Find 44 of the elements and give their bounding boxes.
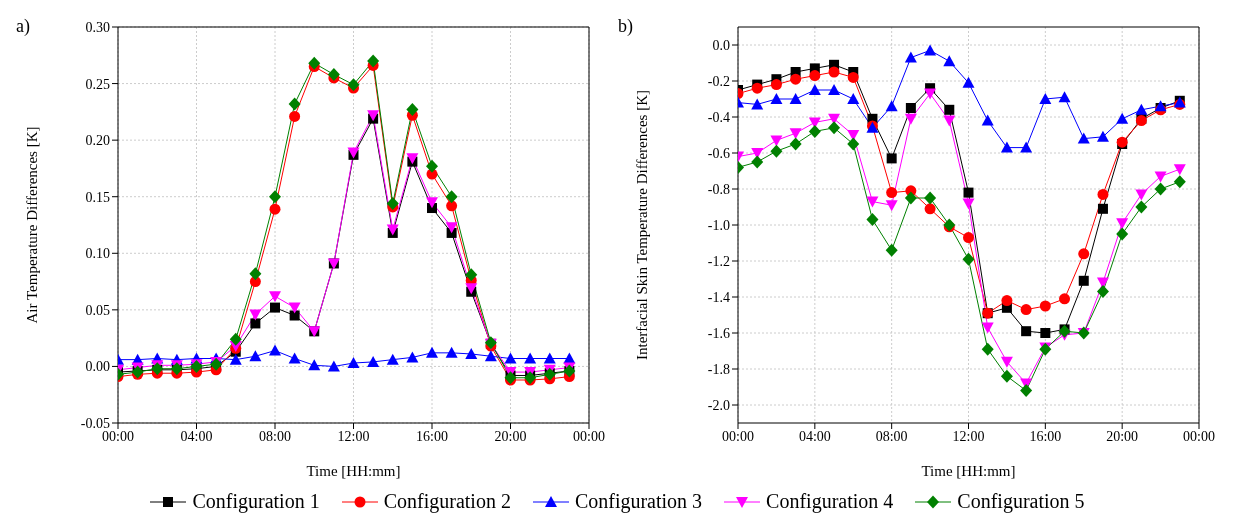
legend-label: Configuration 1	[192, 490, 320, 513]
y-axis-title: Interfacial Skin Temperature Differences [K]	[634, 90, 651, 360]
x-tick-label: 00:00	[573, 428, 605, 444]
legend-label: Configuration 4	[766, 490, 894, 513]
chart-title: a)	[16, 16, 30, 37]
x-tick-label: 12:00	[337, 428, 370, 444]
x-tick-label: 00:00	[1183, 428, 1215, 444]
y-tick-label: 0.10	[85, 246, 110, 262]
legend-label: Configuration 3	[574, 490, 703, 513]
y-tick-label: 0.00	[85, 359, 110, 375]
y-tick-label: -0.05	[80, 415, 110, 431]
x-tick-label: 08:00	[259, 428, 291, 444]
y-tick-label: -1.6	[707, 325, 730, 341]
y-tick-label: -1.2	[707, 253, 730, 269]
x-tick-label: 00:00	[102, 428, 134, 444]
x-tick-label: 12:00	[952, 428, 985, 444]
y-tick-label: -1.0	[707, 217, 730, 233]
x-tick-label: 00:00	[722, 428, 754, 444]
y-tick-label: 0.30	[85, 19, 110, 35]
y-tick-label: 0.25	[85, 76, 110, 92]
x-axis-title: Time [HH:mm]	[306, 463, 401, 479]
y-tick-label: 0.15	[85, 189, 110, 205]
x-tick-label: 20:00	[494, 428, 527, 444]
y-tick-label: 0.05	[85, 302, 110, 318]
y-tick-label: -0.4	[707, 109, 730, 125]
x-tick-label: 16:00	[1029, 428, 1062, 444]
x-axis-title: Time [HH:mm]	[921, 463, 1016, 479]
x-tick-label: 08:00	[875, 428, 908, 444]
y-tick-label: 0.0	[712, 37, 730, 53]
legend-label: Configuration 5	[957, 490, 1085, 513]
y-tick-label: -0.8	[707, 181, 730, 197]
x-tick-label: 04:00	[180, 428, 213, 444]
y-tick-label: -2.0	[707, 397, 730, 413]
legend-label: Configuration 2	[383, 490, 511, 513]
y-axis-title: Air Temperature Differences [K]	[24, 126, 41, 324]
y-tick-label: -1.8	[707, 361, 730, 377]
y-tick-label: -0.2	[707, 73, 730, 89]
y-tick-label: -0.6	[707, 145, 730, 161]
y-tick-label: 0.20	[85, 133, 110, 149]
x-tick-label: 04:00	[798, 428, 831, 444]
y-tick-label: -1.4	[707, 289, 730, 305]
x-tick-label: 20:00	[1106, 428, 1139, 444]
x-tick-label: 16:00	[416, 428, 448, 444]
chart-title: b)	[618, 16, 633, 37]
